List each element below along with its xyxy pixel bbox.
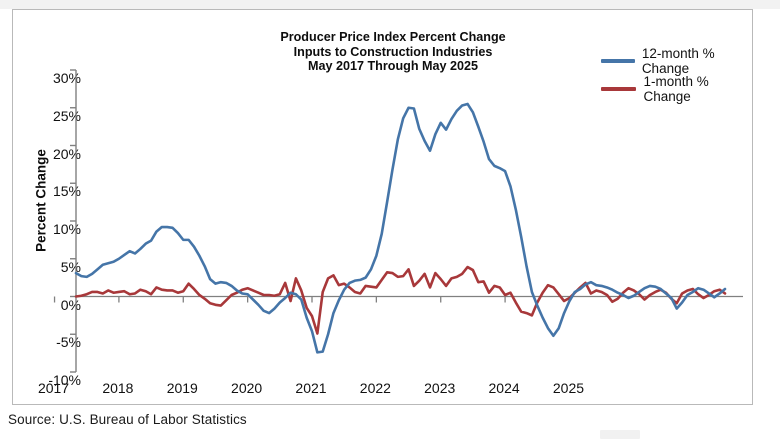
plot-area bbox=[53, 69, 743, 373]
chart-title-line-2: Inputs to Construction Industries bbox=[293, 44, 493, 59]
legend-label-1-month: 1-month % Change bbox=[643, 74, 709, 104]
x-axis-tick-label: 2023 bbox=[424, 380, 456, 396]
top-background-strip bbox=[0, 0, 780, 9]
chart-title-line-3: May 2017 Through May 2025 bbox=[307, 59, 479, 74]
chart-title: Producer Price Index Percent Change Inpu… bbox=[188, 30, 598, 74]
watermark-box bbox=[600, 430, 640, 439]
series-line-12-month bbox=[74, 102, 727, 354]
source-note: Source: U.S. Bureau of Labor Statistics bbox=[8, 412, 247, 427]
x-axis-tick-label: 2018 bbox=[102, 380, 134, 396]
chart-title-line-1: Producer Price Index Percent Change bbox=[280, 30, 506, 44]
y-axis-tick-label: 20% bbox=[52, 145, 81, 162]
y-axis-tick-label: -10% bbox=[48, 372, 81, 388]
x-axis-tick-label: 2022 bbox=[359, 380, 391, 396]
legend-item-1-month[interactable]: 1-month % Change bbox=[601, 74, 752, 104]
x-axis-tick-label: 2020 bbox=[231, 380, 263, 396]
legend-label-12-month: 12-month % Change bbox=[641, 46, 715, 76]
y-axis-tick-label: -5% bbox=[56, 334, 81, 351]
x-axis-tick-label: 2021 bbox=[295, 380, 327, 396]
footer-strip bbox=[0, 405, 780, 439]
series-line-1-month bbox=[74, 265, 727, 335]
y-axis-tick-label: 30% bbox=[52, 70, 81, 86]
y-axis-tick-group: 30% 25% 20% 15% 10% 5% 0% -5% -10% bbox=[29, 10, 81, 439]
x-axis-tick-label: 2019 bbox=[166, 380, 198, 396]
legend-swatch-12-month bbox=[601, 59, 635, 63]
x-axis-tick-label: 2017 bbox=[37, 380, 70, 396]
legend-item-12-month[interactable]: 12-month % Change bbox=[601, 46, 752, 76]
y-axis-tick-label: 10% bbox=[52, 221, 81, 237]
x-axis-tick-label: 2025 bbox=[552, 380, 585, 396]
x-axis-tick-label: 2024 bbox=[488, 380, 520, 396]
y-axis-tick-label: 25% bbox=[52, 107, 81, 124]
chart-container: Producer Price Index Percent Change Inpu… bbox=[12, 9, 753, 405]
legend-swatch-1-month bbox=[601, 87, 637, 91]
y-axis-tick-label: 15% bbox=[52, 183, 81, 200]
